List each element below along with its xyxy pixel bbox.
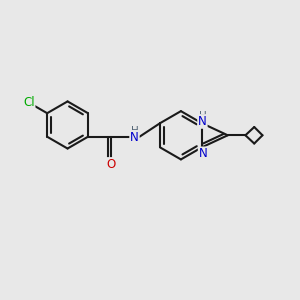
Text: O: O <box>106 158 116 171</box>
Text: H: H <box>200 110 207 121</box>
Text: Cl: Cl <box>23 96 34 109</box>
Text: N: N <box>198 115 207 128</box>
Text: N: N <box>130 131 139 144</box>
Text: H: H <box>130 126 138 136</box>
Text: N: N <box>199 147 207 160</box>
